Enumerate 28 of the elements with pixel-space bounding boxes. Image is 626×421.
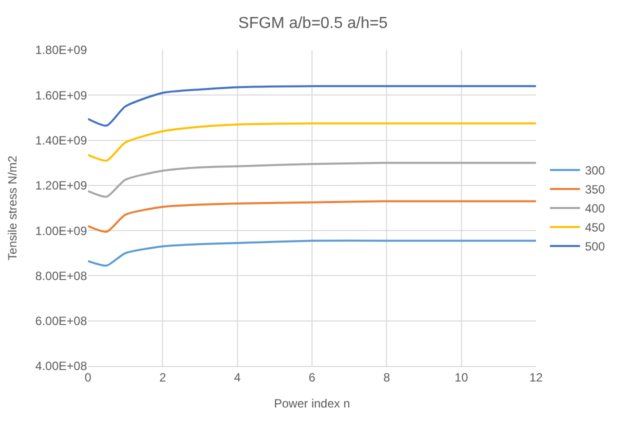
y-tick-label: 1.40E+09	[35, 133, 88, 148]
y-tick-label: 8.00E+08	[35, 268, 88, 283]
y-axis-title: Tensile stress N/m2	[6, 155, 20, 260]
y-tick-label: 1.80E+09	[35, 43, 88, 58]
legend-label: 450	[584, 220, 606, 235]
y-tick-label: 4.00E+08	[35, 359, 88, 374]
legend-label: 500	[584, 240, 606, 254]
x-tick-label: 2	[159, 370, 166, 384]
y-tick-label: 1.20E+09	[35, 178, 88, 193]
x-tick-label: 10	[454, 370, 468, 384]
x-tick-label: 6	[308, 370, 316, 384]
y-tick-label: 1.60E+09	[35, 88, 88, 102]
chart-title: SFGM a/b=0.5 a/h=5	[238, 15, 388, 32]
legend-label: 350	[584, 182, 606, 197]
x-tick-label: 12	[529, 370, 543, 384]
y-tick-label: 1.00E+09	[35, 224, 88, 238]
x-tick-label: 0	[84, 370, 92, 384]
line-series	[88, 162, 536, 198]
x-tick-label: 8	[383, 370, 390, 384]
y-tick-label: 6.00E+08	[35, 314, 88, 328]
x-axis-title: Power index n	[274, 396, 350, 410]
line-series	[88, 240, 536, 267]
x-tick-label: 4	[234, 370, 241, 384]
line-series	[88, 200, 536, 233]
line-series	[88, 85, 536, 127]
legend-label: 400	[584, 202, 606, 216]
line-series	[88, 122, 536, 162]
legend-label: 300	[584, 164, 606, 178]
